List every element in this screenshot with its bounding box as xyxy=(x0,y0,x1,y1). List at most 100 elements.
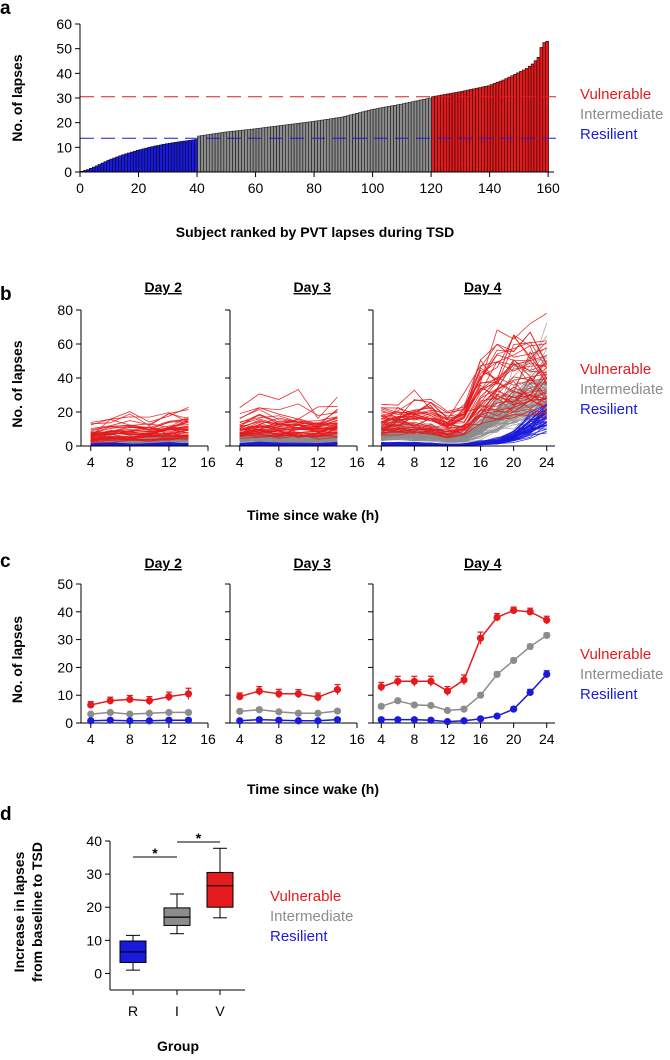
bar xyxy=(224,132,227,172)
bar xyxy=(247,129,250,172)
c-x-tick-label: 4 xyxy=(236,731,244,747)
bar xyxy=(531,64,534,172)
bar xyxy=(285,125,288,172)
a-legend-vulnerable: Vulnerable xyxy=(580,86,651,103)
bar xyxy=(145,148,148,172)
bar xyxy=(464,91,467,172)
a-legend-resilient: Resilient xyxy=(580,126,638,143)
series-line-resilient xyxy=(240,720,338,721)
bar xyxy=(508,77,511,172)
data-point-vulnerable xyxy=(543,617,550,624)
bar xyxy=(92,167,95,172)
bar xyxy=(356,113,359,172)
bar xyxy=(186,141,189,172)
bar xyxy=(429,98,432,172)
bar xyxy=(241,130,244,172)
data-point-resilient xyxy=(236,717,243,724)
d-y-tick-label: 40 xyxy=(86,833,102,849)
data-point-vulnerable xyxy=(236,693,243,700)
a-legend-intermediate: Intermediate xyxy=(580,106,663,123)
b-y-axis-label: No. of lapses xyxy=(9,340,25,427)
c-x-tick-label: 16 xyxy=(349,731,365,747)
bar xyxy=(268,127,271,172)
data-point-resilient xyxy=(275,717,282,724)
bar xyxy=(318,121,321,172)
bar xyxy=(519,71,522,172)
a-y-tick-label: 40 xyxy=(56,65,72,81)
data-point-vulnerable xyxy=(314,694,321,701)
bar xyxy=(443,94,446,172)
a-y-axis-label: No. of lapses xyxy=(9,54,25,141)
bar xyxy=(139,150,142,172)
bar xyxy=(496,82,499,172)
bar xyxy=(250,129,253,172)
bar xyxy=(332,118,335,172)
c-x-tick-label: 12 xyxy=(310,731,326,747)
panel-d-letter: d xyxy=(0,804,12,825)
d-legend-intermediate: Intermediate xyxy=(270,908,353,925)
b-x-axis-label: Time since wake (h) xyxy=(247,507,379,523)
bar xyxy=(534,61,537,172)
bar xyxy=(212,134,215,172)
data-point-intermediate xyxy=(378,703,385,710)
d-y-tick-label: 10 xyxy=(86,932,102,948)
bar xyxy=(405,103,408,172)
b-x-tick-label: 8 xyxy=(126,454,134,470)
c-x-tick-label: 20 xyxy=(506,731,522,747)
bar xyxy=(388,106,391,172)
c-x-axis-label: Time since wake (h) xyxy=(247,781,379,797)
data-point-resilient xyxy=(107,717,114,724)
bar xyxy=(516,73,519,172)
data-point-resilient xyxy=(460,717,467,724)
bar xyxy=(200,136,203,172)
bar xyxy=(458,92,461,172)
bar xyxy=(364,111,367,172)
bar xyxy=(259,128,262,172)
data-point-vulnerable xyxy=(477,635,484,642)
series-line-intermediate xyxy=(381,635,546,710)
a-y-tick-label: 20 xyxy=(56,115,72,131)
bar xyxy=(484,86,487,172)
d-y-axis-label-line2: from baseline to TSD xyxy=(29,842,45,982)
panel-a-letter: a xyxy=(0,0,11,19)
c-y-tick-label: 20 xyxy=(57,659,73,675)
bar xyxy=(130,152,133,172)
series-line-intermediate xyxy=(240,710,338,714)
b-legend-vulnerable: Vulnerable xyxy=(580,361,651,378)
data-point-vulnerable xyxy=(334,686,341,693)
b-x-tick-label: 12 xyxy=(310,454,326,470)
c-x-tick-label: 24 xyxy=(539,731,555,747)
data-point-vulnerable xyxy=(411,678,418,685)
data-point-resilient xyxy=(87,717,94,724)
a-y-tick-label: 60 xyxy=(56,16,72,32)
c-x-tick-label: 8 xyxy=(126,731,134,747)
bar xyxy=(306,122,309,172)
b-x-tick-label: 16 xyxy=(473,454,489,470)
bar xyxy=(417,100,420,172)
bar xyxy=(376,109,379,172)
bar xyxy=(487,86,490,172)
bar xyxy=(151,147,154,172)
d-y-axis-label-line1: Increase in lapses xyxy=(11,851,27,972)
c-x-tick-label: 8 xyxy=(275,731,283,747)
b-day-title: Day 4 xyxy=(464,279,502,295)
bar xyxy=(473,89,476,172)
bar xyxy=(411,102,414,172)
data-point-vulnerable xyxy=(444,687,451,694)
bar xyxy=(478,88,481,172)
d-y-tick-label: 0 xyxy=(94,965,102,981)
c-day-title: Day 2 xyxy=(145,555,183,571)
bar xyxy=(382,107,385,172)
b-day-title: Day 3 xyxy=(294,279,332,295)
bar xyxy=(437,95,440,172)
bar xyxy=(157,145,160,172)
c-y-axis-label: No. of lapses xyxy=(9,616,25,703)
bar xyxy=(209,134,212,172)
data-point-vulnerable xyxy=(493,614,500,621)
bar xyxy=(373,109,376,172)
data-point-intermediate xyxy=(314,710,321,717)
data-point-vulnerable xyxy=(107,697,114,704)
bar xyxy=(341,117,344,172)
